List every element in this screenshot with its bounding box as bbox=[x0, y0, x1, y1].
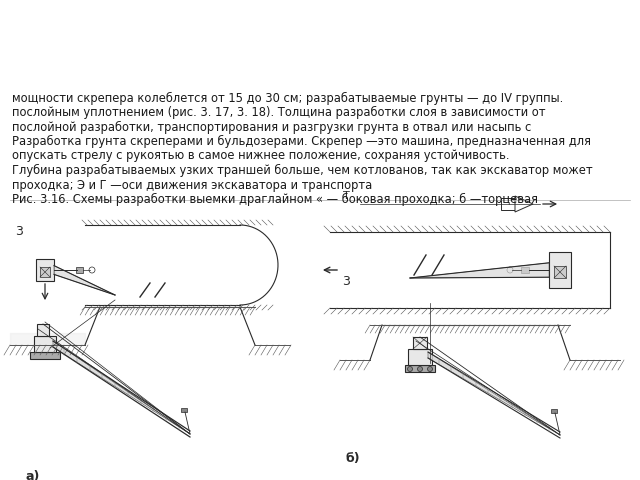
Bar bbox=[408, 349, 432, 365]
Text: Рис. 3.16. Схемы разработки выемки драглайном « — боковая проходка; б —торцевая: Рис. 3.16. Схемы разработки выемки драгл… bbox=[12, 193, 538, 206]
Bar bbox=[37, 324, 49, 336]
Bar bbox=[501, 198, 515, 210]
Polygon shape bbox=[515, 196, 533, 212]
Bar bbox=[554, 266, 566, 278]
Circle shape bbox=[417, 367, 422, 372]
Text: 3: 3 bbox=[342, 275, 350, 288]
Bar bbox=[36, 259, 54, 281]
Text: мощности скрепера колеблется от 15 до 30 см; разрабатываемые грунты — до IV груп: мощности скрепера колеблется от 15 до 30… bbox=[12, 92, 563, 105]
Bar bbox=[413, 337, 427, 349]
Bar bbox=[76, 267, 83, 273]
Bar bbox=[551, 409, 557, 413]
Polygon shape bbox=[54, 265, 115, 295]
Bar bbox=[40, 267, 50, 277]
Polygon shape bbox=[410, 263, 549, 278]
Bar bbox=[405, 365, 435, 372]
Circle shape bbox=[408, 367, 413, 372]
Bar bbox=[30, 352, 60, 359]
Bar bbox=[181, 408, 187, 412]
Text: проходка; Э и Г —оси движения экскаватора и транспорта: проходка; Э и Г —оси движения экскаватор… bbox=[12, 179, 372, 192]
Circle shape bbox=[428, 367, 433, 372]
Text: Глубина разрабатываемых узких траншей больше, чем котлованов, так как экскаватор: Глубина разрабатываемых узких траншей бо… bbox=[12, 164, 593, 177]
Text: T: T bbox=[343, 191, 350, 201]
Circle shape bbox=[89, 267, 95, 273]
Bar bbox=[521, 267, 529, 273]
Polygon shape bbox=[53, 341, 190, 434]
Text: 3: 3 bbox=[15, 225, 23, 238]
Bar bbox=[34, 336, 56, 352]
Text: а): а) bbox=[25, 470, 40, 480]
Text: послойной разработки, транспортирования и разгрузки грунта в отвал или насыпь с: послойной разработки, транспортирования … bbox=[12, 120, 531, 133]
Text: опускать стрелу с рукоятью в самое нижнее положение, сохраняя устойчивость.: опускать стрелу с рукоятью в самое нижне… bbox=[12, 149, 509, 163]
Text: Разработка грунта скреперами и бульдозерами. Скрепер —это машина, предназначенна: Разработка грунта скреперами и бульдозер… bbox=[12, 135, 591, 148]
Bar bbox=[549, 252, 571, 288]
Text: б): б) bbox=[345, 452, 360, 465]
Text: послойным уплотнением (рис. 3. 17, 3. 18). Толщина разработки слоя в зависимости: послойным уплотнением (рис. 3. 17, 3. 18… bbox=[12, 106, 545, 119]
Circle shape bbox=[507, 267, 513, 273]
Polygon shape bbox=[428, 352, 560, 435]
